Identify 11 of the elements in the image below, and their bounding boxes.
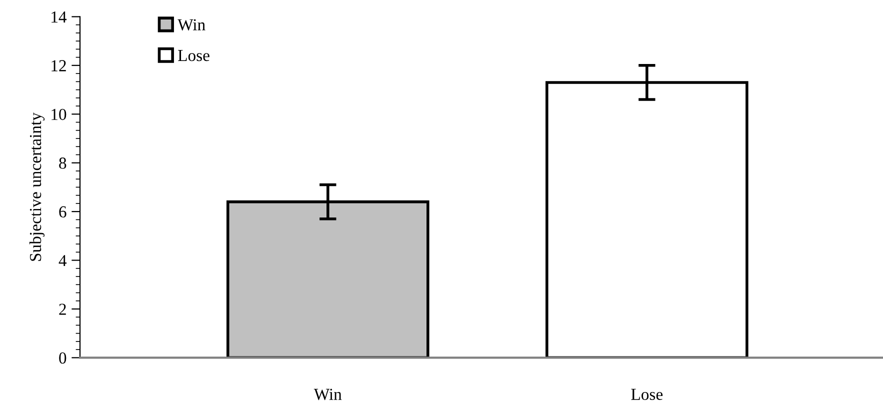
y-tick-label: 14 — [52, 11, 67, 22]
legend-label: Lose — [178, 50, 210, 62]
y-tick-label: 2 — [59, 304, 66, 315]
y-tick-label: 10 — [52, 108, 66, 120]
y-tick-label: 12 — [52, 60, 66, 72]
legend-label: Win — [178, 19, 206, 30]
y-tick-label: 0 — [59, 352, 66, 364]
y-tick-label: 8 — [59, 158, 66, 169]
y-tick-label: 4 — [58, 255, 67, 266]
y-tick-label: 6 — [59, 206, 66, 218]
y-axis-title: Subjective uncertainty — [29, 112, 45, 261]
